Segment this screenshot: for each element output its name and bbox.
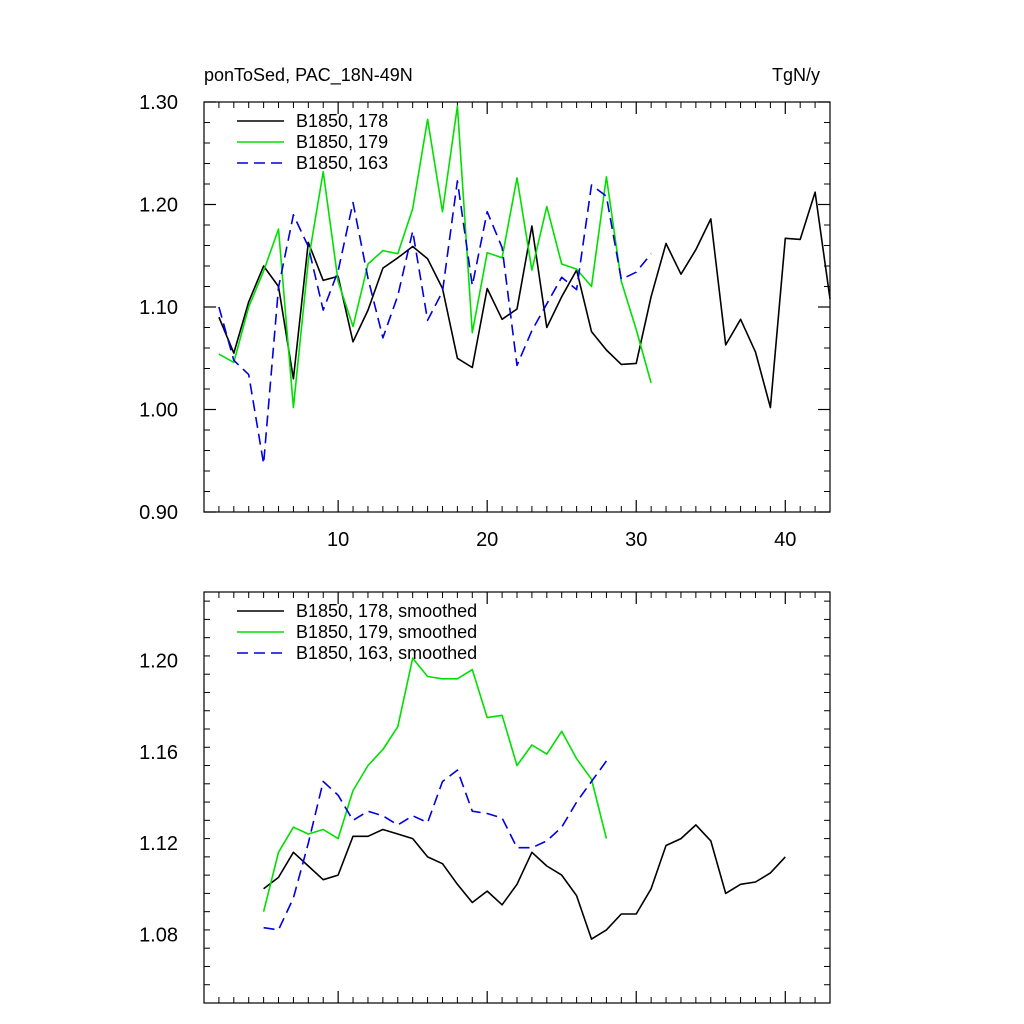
legend-label: B1850, 163, smoothed bbox=[296, 643, 477, 663]
series-line-b1850-179 bbox=[218, 105, 652, 409]
y-tick-label: 1.16 bbox=[139, 742, 178, 764]
y-tick-label: 1.00 bbox=[139, 400, 178, 422]
x-tick-label: 20 bbox=[476, 529, 498, 551]
x-tick-label: 40 bbox=[774, 529, 796, 551]
series-line-b1850-178 bbox=[218, 191, 831, 409]
y-tick-label: 1.10 bbox=[139, 297, 178, 319]
legend-label: B1850, 179, smoothed bbox=[296, 622, 477, 642]
y-tick-label: 1.12 bbox=[139, 833, 178, 855]
legend-label: B1850, 179 bbox=[296, 132, 388, 152]
x-tick-label: 30 bbox=[625, 529, 647, 551]
series-line-b1850-163-smoothed bbox=[263, 760, 608, 931]
series-line-b1850-163 bbox=[218, 180, 652, 465]
legend-label: B1850, 178 bbox=[296, 111, 388, 131]
series-line-b1850-178-smoothed bbox=[263, 824, 786, 940]
series-line-b1850-179-smoothed bbox=[262, 657, 608, 912]
y-tick-label: 1.20 bbox=[139, 651, 178, 673]
legend-label: B1850, 163 bbox=[296, 153, 388, 173]
y-tick-label: 1.20 bbox=[139, 195, 178, 217]
legend-label: B1850, 178, smoothed bbox=[296, 601, 477, 621]
chart-title: ponToSed, PAC_18N-49N bbox=[204, 65, 413, 86]
y-tick-label: 0.90 bbox=[139, 502, 178, 524]
units-label: TgN/y bbox=[772, 65, 820, 85]
x-tick-label: 10 bbox=[327, 529, 349, 551]
y-tick-label: 1.30 bbox=[139, 92, 178, 114]
y-tick-label: 1.08 bbox=[139, 925, 178, 947]
